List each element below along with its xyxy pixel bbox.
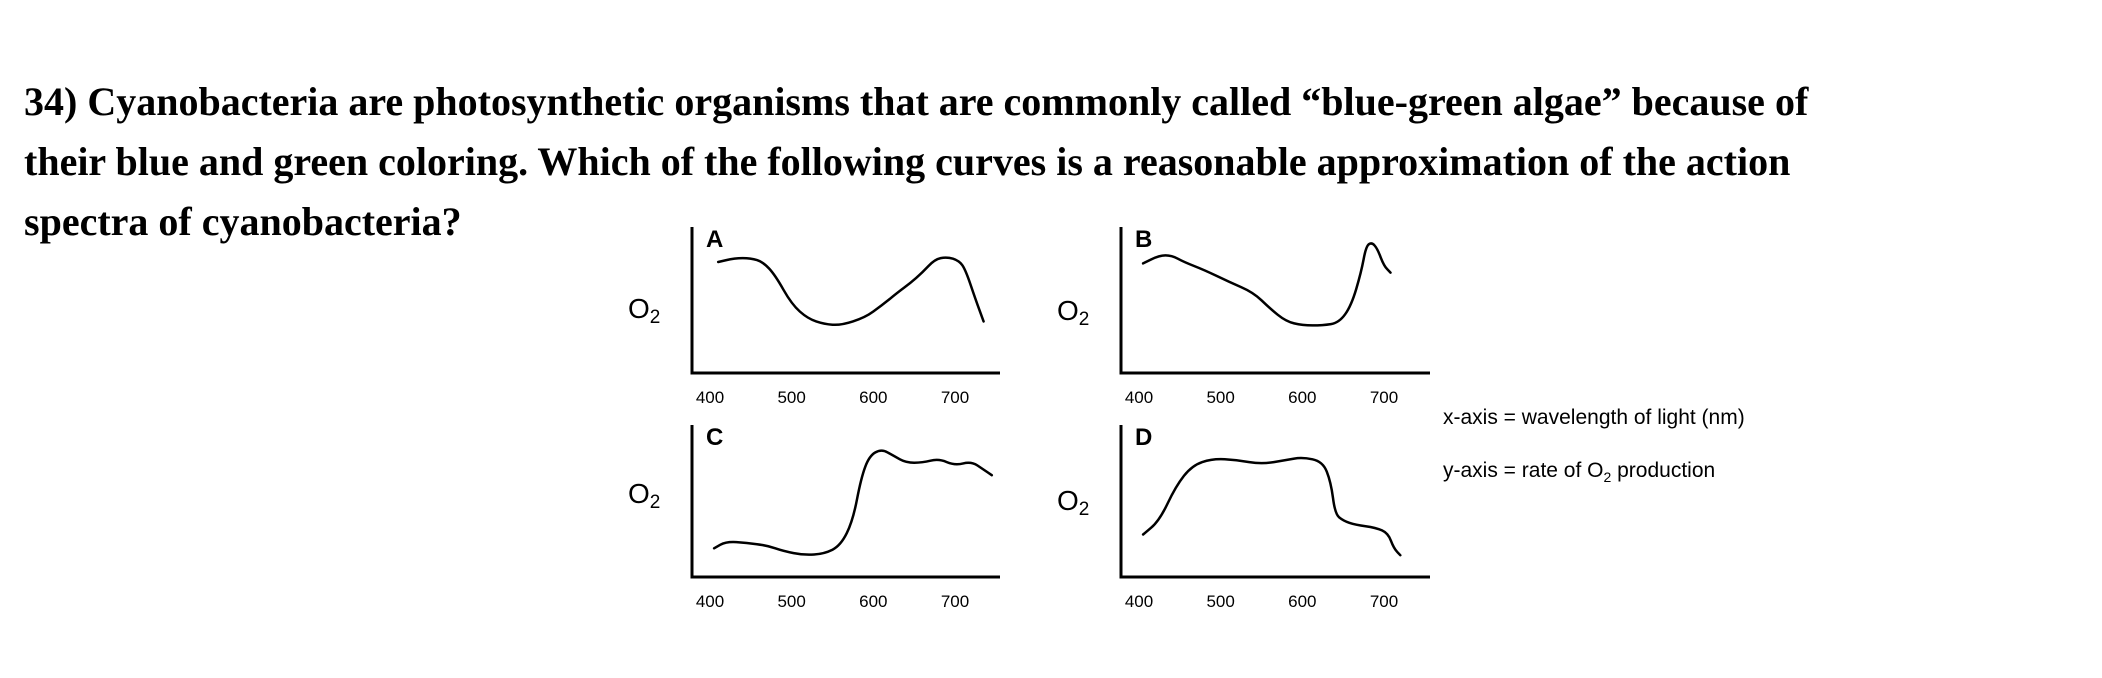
y-axis-label: O2 <box>1057 295 1089 330</box>
y-axis-label: O2 <box>628 478 660 513</box>
panel-axes <box>690 227 1000 375</box>
y-axis-legend: y-axis = rate of O2 production <box>1443 459 1716 486</box>
panel-label: B <box>1135 226 1152 253</box>
y-axis-label: O2 <box>1057 485 1089 520</box>
question-line: 34) Cyanobacteria are photosynthetic org… <box>24 79 1809 124</box>
spectrum-curve <box>1141 456 1402 557</box>
x-tick-label: 400 <box>696 388 724 407</box>
x-tick-label: 500 <box>1206 388 1234 407</box>
x-tick-label: 700 <box>1370 592 1398 611</box>
x-tick-label: 500 <box>1206 592 1234 611</box>
x-tick-label: 600 <box>859 388 887 407</box>
x-tick-label: 600 <box>1288 388 1316 407</box>
spectrum-curve <box>1141 242 1392 327</box>
x-tick-label: 400 <box>696 592 724 611</box>
panel-label: D <box>1135 424 1152 451</box>
x-tick-label: 700 <box>941 388 969 407</box>
panel-label: A <box>706 226 723 253</box>
panel-axes <box>1119 425 1430 579</box>
x-axis-legend: x-axis = wavelength of light (nm) <box>1443 406 1745 429</box>
spectrum-curve <box>716 256 985 327</box>
x-tick-label: 400 <box>1125 592 1153 611</box>
x-tick-label: 600 <box>1288 592 1316 611</box>
question-text: 34) Cyanobacteria are photosynthetic org… <box>24 72 2094 252</box>
x-tick-label: 500 <box>777 592 805 611</box>
question-line: spectra of cyanobacteria? <box>24 199 462 244</box>
spectrum-curve <box>712 449 994 556</box>
y-axis-label: O2 <box>628 293 660 328</box>
x-tick-label: 600 <box>859 592 887 611</box>
x-tick-label: 700 <box>1370 388 1398 407</box>
x-tick-label: 400 <box>1125 388 1153 407</box>
x-tick-label: 700 <box>941 592 969 611</box>
question-line: their blue and green coloring. Which of … <box>24 139 1791 184</box>
panel-axes <box>1119 227 1430 375</box>
x-tick-label: 500 <box>777 388 805 407</box>
panel-axes <box>690 425 1000 579</box>
panel-label: C <box>706 424 723 451</box>
